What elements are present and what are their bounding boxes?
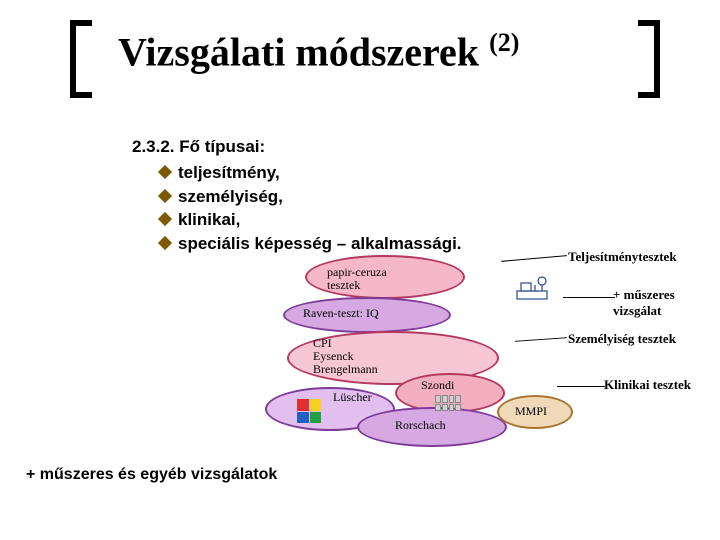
list-item-label: személyiség, bbox=[178, 187, 283, 206]
list-heading: 2.3.2. Fő típusai: bbox=[132, 135, 652, 159]
blob-label-rorschach: Rorschach bbox=[395, 419, 446, 432]
blob-label-cpi: CPI Eysenck Brengelmann bbox=[313, 337, 378, 377]
slide: Vizsgálati módszerek (2) 2.3.2. Fő típus… bbox=[0, 0, 720, 540]
page-title: Vizsgálati módszerek (2) bbox=[118, 28, 519, 75]
leader-line bbox=[557, 386, 605, 387]
list-item-label: teljesítmény, bbox=[178, 163, 280, 182]
diamond-icon bbox=[158, 165, 172, 179]
szondi-grid-icon bbox=[435, 395, 461, 411]
list-item: teljesítmény, bbox=[160, 161, 652, 185]
bracket-left-icon bbox=[70, 20, 92, 98]
bullet-list: teljesítmény, személyiség, klinikai, spe… bbox=[132, 161, 652, 256]
list-item: személyiség, bbox=[160, 185, 652, 209]
bracket-right-icon bbox=[638, 20, 660, 98]
diamond-icon bbox=[158, 189, 172, 203]
blob-label-raven: Raven-teszt: IQ bbox=[303, 307, 379, 320]
category-label: + műszeres vizsgálat bbox=[613, 287, 675, 319]
test-types-diagram: papir-ceruza tesztek Raven-teszt: IQ CPI E… bbox=[265, 255, 685, 450]
leader-line bbox=[563, 297, 615, 298]
instrument-exam-icon bbox=[515, 273, 555, 303]
diamond-icon bbox=[158, 236, 172, 250]
title-super: (2) bbox=[489, 28, 519, 57]
footnote: + műszeres és egyéb vizsgálatok bbox=[26, 466, 277, 484]
title-frame: Vizsgálati módszerek (2) bbox=[70, 20, 660, 98]
blob-label-szondi: Szondi bbox=[421, 379, 454, 392]
body-text: 2.3.2. Fő típusai: teljesítmény, személy… bbox=[132, 135, 652, 256]
blob-label-mmpi: MMPI bbox=[515, 405, 547, 418]
category-label: Klinikai tesztek bbox=[604, 377, 691, 393]
leader-line bbox=[515, 337, 567, 342]
title-base: Vizsgálati módszerek bbox=[118, 29, 479, 74]
list-item-label: klinikai, bbox=[178, 210, 240, 229]
category-label: Személyiség tesztek bbox=[568, 331, 676, 347]
category-label: Teljesítménytesztek bbox=[568, 249, 677, 265]
blob-label-papir-ceruza: papir-ceruza tesztek bbox=[327, 266, 387, 292]
list-item-label: speciális képesség – alkalmassági. bbox=[178, 234, 462, 253]
luscher-color-grid-icon bbox=[297, 399, 321, 423]
diamond-icon bbox=[158, 212, 172, 226]
leader-line bbox=[501, 255, 567, 262]
blob-label-luscher: Lüscher bbox=[333, 391, 372, 404]
list-item: klinikai, bbox=[160, 208, 652, 232]
